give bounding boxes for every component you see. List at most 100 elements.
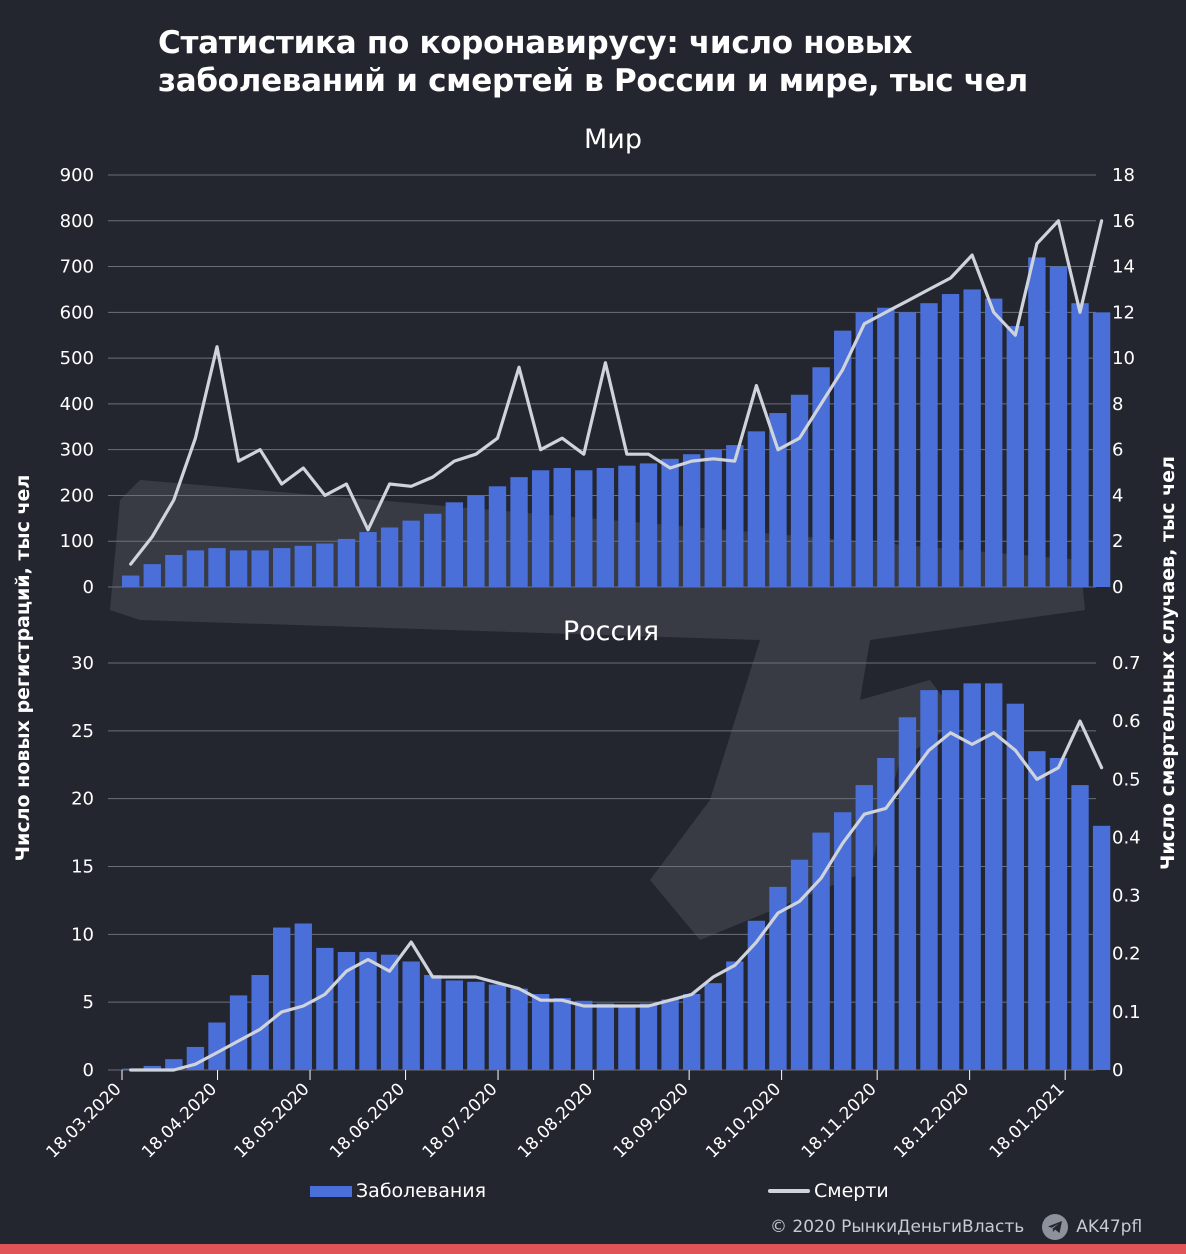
russia-y-right-tick: 0.5 xyxy=(1112,769,1141,790)
world-cases-bar xyxy=(273,548,291,587)
world-deaths-line xyxy=(129,219,1104,566)
world-cases-bar xyxy=(510,477,528,587)
russia-cases-bar xyxy=(682,994,701,1070)
world-cases-bar xyxy=(575,470,593,587)
world-cases-bar xyxy=(208,548,226,587)
russia-deaths-line xyxy=(129,719,1104,1072)
russia-y-right-tick: 0.2 xyxy=(1112,944,1141,965)
world-cases-bar xyxy=(639,463,658,587)
world-cases-bar xyxy=(877,307,895,587)
world-cases-bar xyxy=(251,550,269,587)
russia-y-left-tick: 10 xyxy=(71,924,94,945)
russia-y-right-tick: 0.7 xyxy=(1112,653,1141,674)
x-tick-label: 18.11.2020 xyxy=(798,1079,881,1162)
russia-cases-bar xyxy=(531,994,550,1070)
russia-y-right-tick: 0.3 xyxy=(1112,886,1141,907)
russia-cases-bar xyxy=(1092,825,1111,1070)
world-cases-bar xyxy=(229,550,248,587)
world-cases-bar xyxy=(941,294,960,587)
world-y-left-tick: 800 xyxy=(60,211,94,232)
world-cases-bar xyxy=(596,467,615,587)
russia-cases-bar xyxy=(834,812,852,1070)
russia-panel-title: Россия xyxy=(563,616,659,647)
russia-cases-bar xyxy=(445,980,464,1070)
russia-panel: Россия 0 5 10 15 20 25 30 0 0.1 0.2 0.3 0.4 0.5 0.6 0.7 xyxy=(71,616,1141,1081)
footer: © 2020 РынкиДеньгиВласть AK47pfl xyxy=(770,1214,1142,1240)
world-y-left-tick: 100 xyxy=(60,531,94,552)
russia-cases-bar xyxy=(639,1003,658,1070)
russia-cases-bar xyxy=(855,785,873,1070)
russia-cases-bar xyxy=(747,920,766,1070)
world-y-left-tick: 900 xyxy=(60,165,94,186)
russia-cases-bar xyxy=(380,954,399,1070)
russia-cases-bar xyxy=(467,981,485,1070)
x-tick-label: 18.03.2020 xyxy=(43,1079,126,1162)
world-panel: Мир 0 100 200 300 400 500 600 700 800 900 0 2 4 6 8 10 12… xyxy=(60,124,1135,598)
legend-bar-swatch xyxy=(310,1185,352,1197)
russia-cases-bar xyxy=(812,832,830,1070)
channel-name[interactable]: AK47pfl xyxy=(1076,1217,1143,1237)
world-y-right-tick: 12 xyxy=(1112,302,1135,323)
russia-cases-bar xyxy=(510,988,528,1070)
world-cases-bar xyxy=(834,330,852,587)
russia-y-left-tick: 5 xyxy=(83,992,94,1013)
world-cases-bar xyxy=(790,394,809,587)
world-y-right-tick: 10 xyxy=(1112,348,1135,369)
russia-cases-bar xyxy=(143,1065,161,1070)
world-cases-bar xyxy=(488,486,507,587)
world-cases-bar xyxy=(1049,266,1068,587)
world-cases-bar xyxy=(380,527,399,587)
russia-y-left-tick: 0 xyxy=(83,1060,94,1081)
world-cases-bar xyxy=(143,564,161,587)
world-cases-bar xyxy=(855,312,873,587)
world-panel-title: Мир xyxy=(584,124,642,155)
x-tick-label: 18.09.2020 xyxy=(610,1079,693,1162)
x-tick-label: 18.07.2020 xyxy=(419,1079,502,1162)
russia-y-left-tick: 15 xyxy=(71,857,94,878)
world-y-left-tick: 600 xyxy=(60,302,94,323)
world-y-right-tick: 6 xyxy=(1112,440,1123,461)
legend-item-deaths: Смерти xyxy=(768,1180,889,1202)
world-y-right-tick: 18 xyxy=(1112,165,1135,186)
world-y-right-tick: 16 xyxy=(1112,211,1135,232)
legend-item-cases: Заболевания xyxy=(310,1180,486,1202)
russia-cases-bar xyxy=(704,983,722,1070)
world-cases-bar xyxy=(445,502,464,587)
world-cases-bar xyxy=(424,513,442,587)
legend-line-swatch xyxy=(768,1189,810,1193)
bottom-accent-strip xyxy=(0,1244,1186,1254)
russia-cases-bar xyxy=(726,961,744,1070)
world-cases-bar xyxy=(1028,257,1046,587)
russia-cases-bar xyxy=(251,975,269,1070)
russia-y-left-tick: 25 xyxy=(71,721,94,742)
world-y-left-tick: 700 xyxy=(60,257,94,278)
world-cases-bar xyxy=(985,298,1003,587)
russia-cases-bar xyxy=(165,1059,183,1070)
world-cases-bar xyxy=(165,554,183,587)
world-y-left-tick: 200 xyxy=(60,485,94,506)
russia-y-right-tick: 0.1 xyxy=(1112,1002,1141,1023)
x-tick-label: 18.08.2020 xyxy=(514,1079,597,1162)
russia-cases-bar xyxy=(359,951,377,1070)
world-y-left-tick: 500 xyxy=(60,348,94,369)
x-tick-label: 18.06.2020 xyxy=(326,1079,409,1162)
world-cases-bar xyxy=(1071,303,1089,587)
world-cases-bar xyxy=(186,550,205,587)
world-cases-bar xyxy=(704,449,722,587)
world-cases-bar xyxy=(467,495,485,587)
russia-cases-bar xyxy=(790,859,809,1070)
russia-cases-bar xyxy=(229,995,248,1070)
telegram-icon[interactable] xyxy=(1042,1214,1069,1240)
world-cases-bar xyxy=(402,520,420,587)
russia-cases-bar xyxy=(316,947,334,1070)
world-cases-bar xyxy=(769,413,787,587)
legend-label-deaths: Смерти xyxy=(814,1180,889,1202)
world-cases-bar xyxy=(898,312,917,587)
world-cases-bar xyxy=(1092,312,1111,587)
world-y-left-tick: 300 xyxy=(60,440,94,461)
x-tick-label: 18.10.2020 xyxy=(702,1079,785,1162)
world-cases-bar xyxy=(812,367,830,587)
world-y-right-tick: 0 xyxy=(1112,577,1123,598)
x-tick-label: 18.12.2020 xyxy=(890,1079,973,1162)
world-cases-bar xyxy=(553,467,571,587)
